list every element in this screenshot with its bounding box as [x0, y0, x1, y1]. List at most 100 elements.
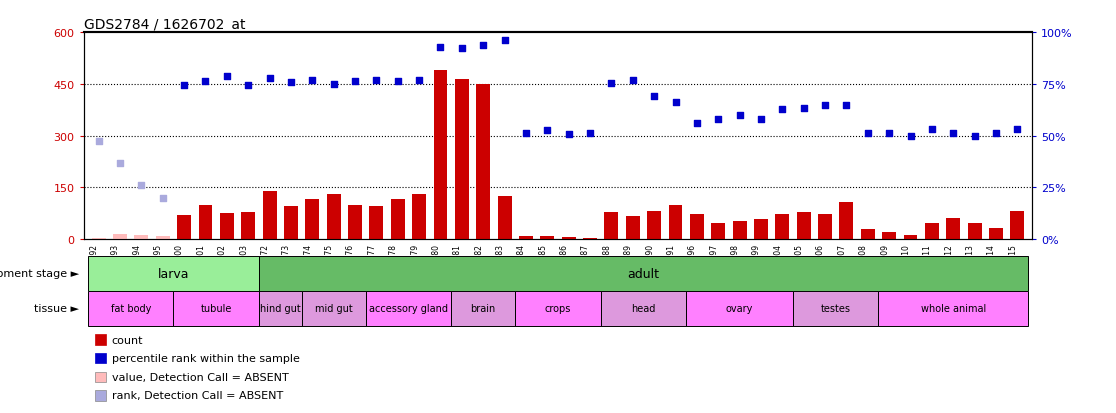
Point — [133, 182, 151, 188]
Text: fat body: fat body — [110, 304, 151, 314]
Text: GSM188101: GSM188101 — [196, 244, 205, 290]
Text: GSM188098: GSM188098 — [731, 244, 740, 290]
Text: GSM188072: GSM188072 — [260, 244, 270, 290]
Bar — [88, 291, 173, 326]
Text: GSM188109: GSM188109 — [881, 244, 889, 290]
Point — [773, 106, 791, 113]
Bar — [626, 216, 639, 240]
Text: GSM188111: GSM188111 — [923, 244, 932, 290]
Text: GSM188100: GSM188100 — [175, 244, 184, 290]
Point — [453, 45, 471, 52]
Point — [175, 82, 193, 89]
Point — [710, 116, 728, 123]
Point — [112, 160, 129, 166]
Point — [752, 116, 770, 123]
Text: GSM188088: GSM188088 — [603, 244, 612, 290]
Bar — [711, 223, 725, 240]
Text: GSM188089: GSM188089 — [624, 244, 633, 290]
Bar — [647, 211, 661, 240]
Bar — [327, 195, 340, 240]
Bar — [925, 223, 939, 240]
Text: GSM188095: GSM188095 — [154, 244, 163, 290]
Bar — [600, 291, 686, 326]
Text: value, Detection Call = ABSENT: value, Detection Call = ABSENT — [112, 372, 288, 382]
Bar — [519, 237, 533, 240]
Point — [367, 77, 385, 84]
Text: development stage ►: development stage ► — [0, 268, 79, 279]
Text: GSM188112: GSM188112 — [944, 244, 953, 290]
Text: GSM188106: GSM188106 — [816, 244, 825, 290]
Point — [687, 120, 705, 126]
Point — [538, 128, 556, 134]
Point — [645, 94, 663, 100]
Text: GSM188074: GSM188074 — [304, 244, 312, 290]
Text: whole animal: whole animal — [921, 304, 985, 314]
Bar — [88, 256, 259, 291]
Text: hind gut: hind gut — [260, 304, 300, 314]
Text: GSM188080: GSM188080 — [432, 244, 441, 290]
Bar — [818, 215, 833, 240]
Bar — [306, 200, 319, 240]
Bar — [754, 220, 768, 240]
Text: tubule: tubule — [201, 304, 232, 314]
Bar — [134, 235, 148, 240]
Point — [304, 77, 321, 84]
Text: GSM188073: GSM188073 — [282, 244, 291, 290]
Text: GSM188104: GSM188104 — [773, 244, 782, 290]
Point — [624, 77, 642, 84]
Text: percentile rank within the sample: percentile rank within the sample — [112, 353, 299, 363]
Point — [923, 127, 941, 133]
Text: head: head — [632, 304, 655, 314]
Bar — [668, 205, 683, 240]
Text: rank, Detection Call = ABSENT: rank, Detection Call = ABSENT — [112, 390, 282, 401]
Text: GSM188108: GSM188108 — [859, 244, 868, 290]
Point — [239, 82, 257, 89]
Bar — [878, 291, 1028, 326]
Text: GSM188086: GSM188086 — [560, 244, 569, 290]
Bar — [733, 222, 747, 240]
Point — [325, 81, 343, 88]
Text: GSM188077: GSM188077 — [367, 244, 376, 290]
Text: larva: larva — [157, 267, 190, 280]
Text: GSM188085: GSM188085 — [538, 244, 547, 290]
Point — [196, 78, 214, 85]
Text: GSM188114: GSM188114 — [987, 244, 995, 290]
Point — [859, 130, 877, 137]
Bar — [451, 291, 516, 326]
Text: ovary: ovary — [725, 304, 753, 314]
Point — [731, 112, 749, 119]
Text: GSM188096: GSM188096 — [687, 244, 696, 290]
Text: GSM188103: GSM188103 — [239, 244, 248, 290]
Bar — [262, 191, 277, 240]
Point — [560, 132, 578, 138]
Text: GSM188083: GSM188083 — [496, 244, 504, 290]
Text: GSM188099: GSM188099 — [752, 244, 761, 290]
Bar — [283, 207, 298, 240]
Text: GSM188082: GSM188082 — [474, 244, 483, 290]
Text: GSM188107: GSM188107 — [837, 244, 846, 290]
Point — [603, 80, 620, 87]
Bar — [860, 230, 875, 240]
Bar — [989, 228, 1003, 240]
Point — [282, 79, 300, 86]
Text: GSM188102: GSM188102 — [218, 244, 227, 290]
Bar — [968, 223, 982, 240]
Bar — [793, 291, 878, 326]
Text: GDS2784 / 1626702_at: GDS2784 / 1626702_at — [84, 18, 246, 32]
Bar — [156, 237, 170, 240]
Text: GSM188094: GSM188094 — [133, 244, 142, 290]
Bar — [839, 202, 854, 240]
Bar — [455, 79, 469, 240]
Bar — [412, 195, 426, 240]
Bar — [241, 212, 256, 240]
Text: mid gut: mid gut — [315, 304, 353, 314]
Bar — [904, 235, 917, 240]
Bar — [477, 85, 490, 240]
Text: GSM188078: GSM188078 — [388, 244, 397, 290]
Bar — [259, 256, 1028, 291]
Point — [261, 75, 279, 82]
Text: GSM188110: GSM188110 — [902, 244, 911, 290]
Text: GSM188115: GSM188115 — [1009, 244, 1018, 290]
Point — [218, 74, 235, 81]
Bar — [516, 291, 600, 326]
